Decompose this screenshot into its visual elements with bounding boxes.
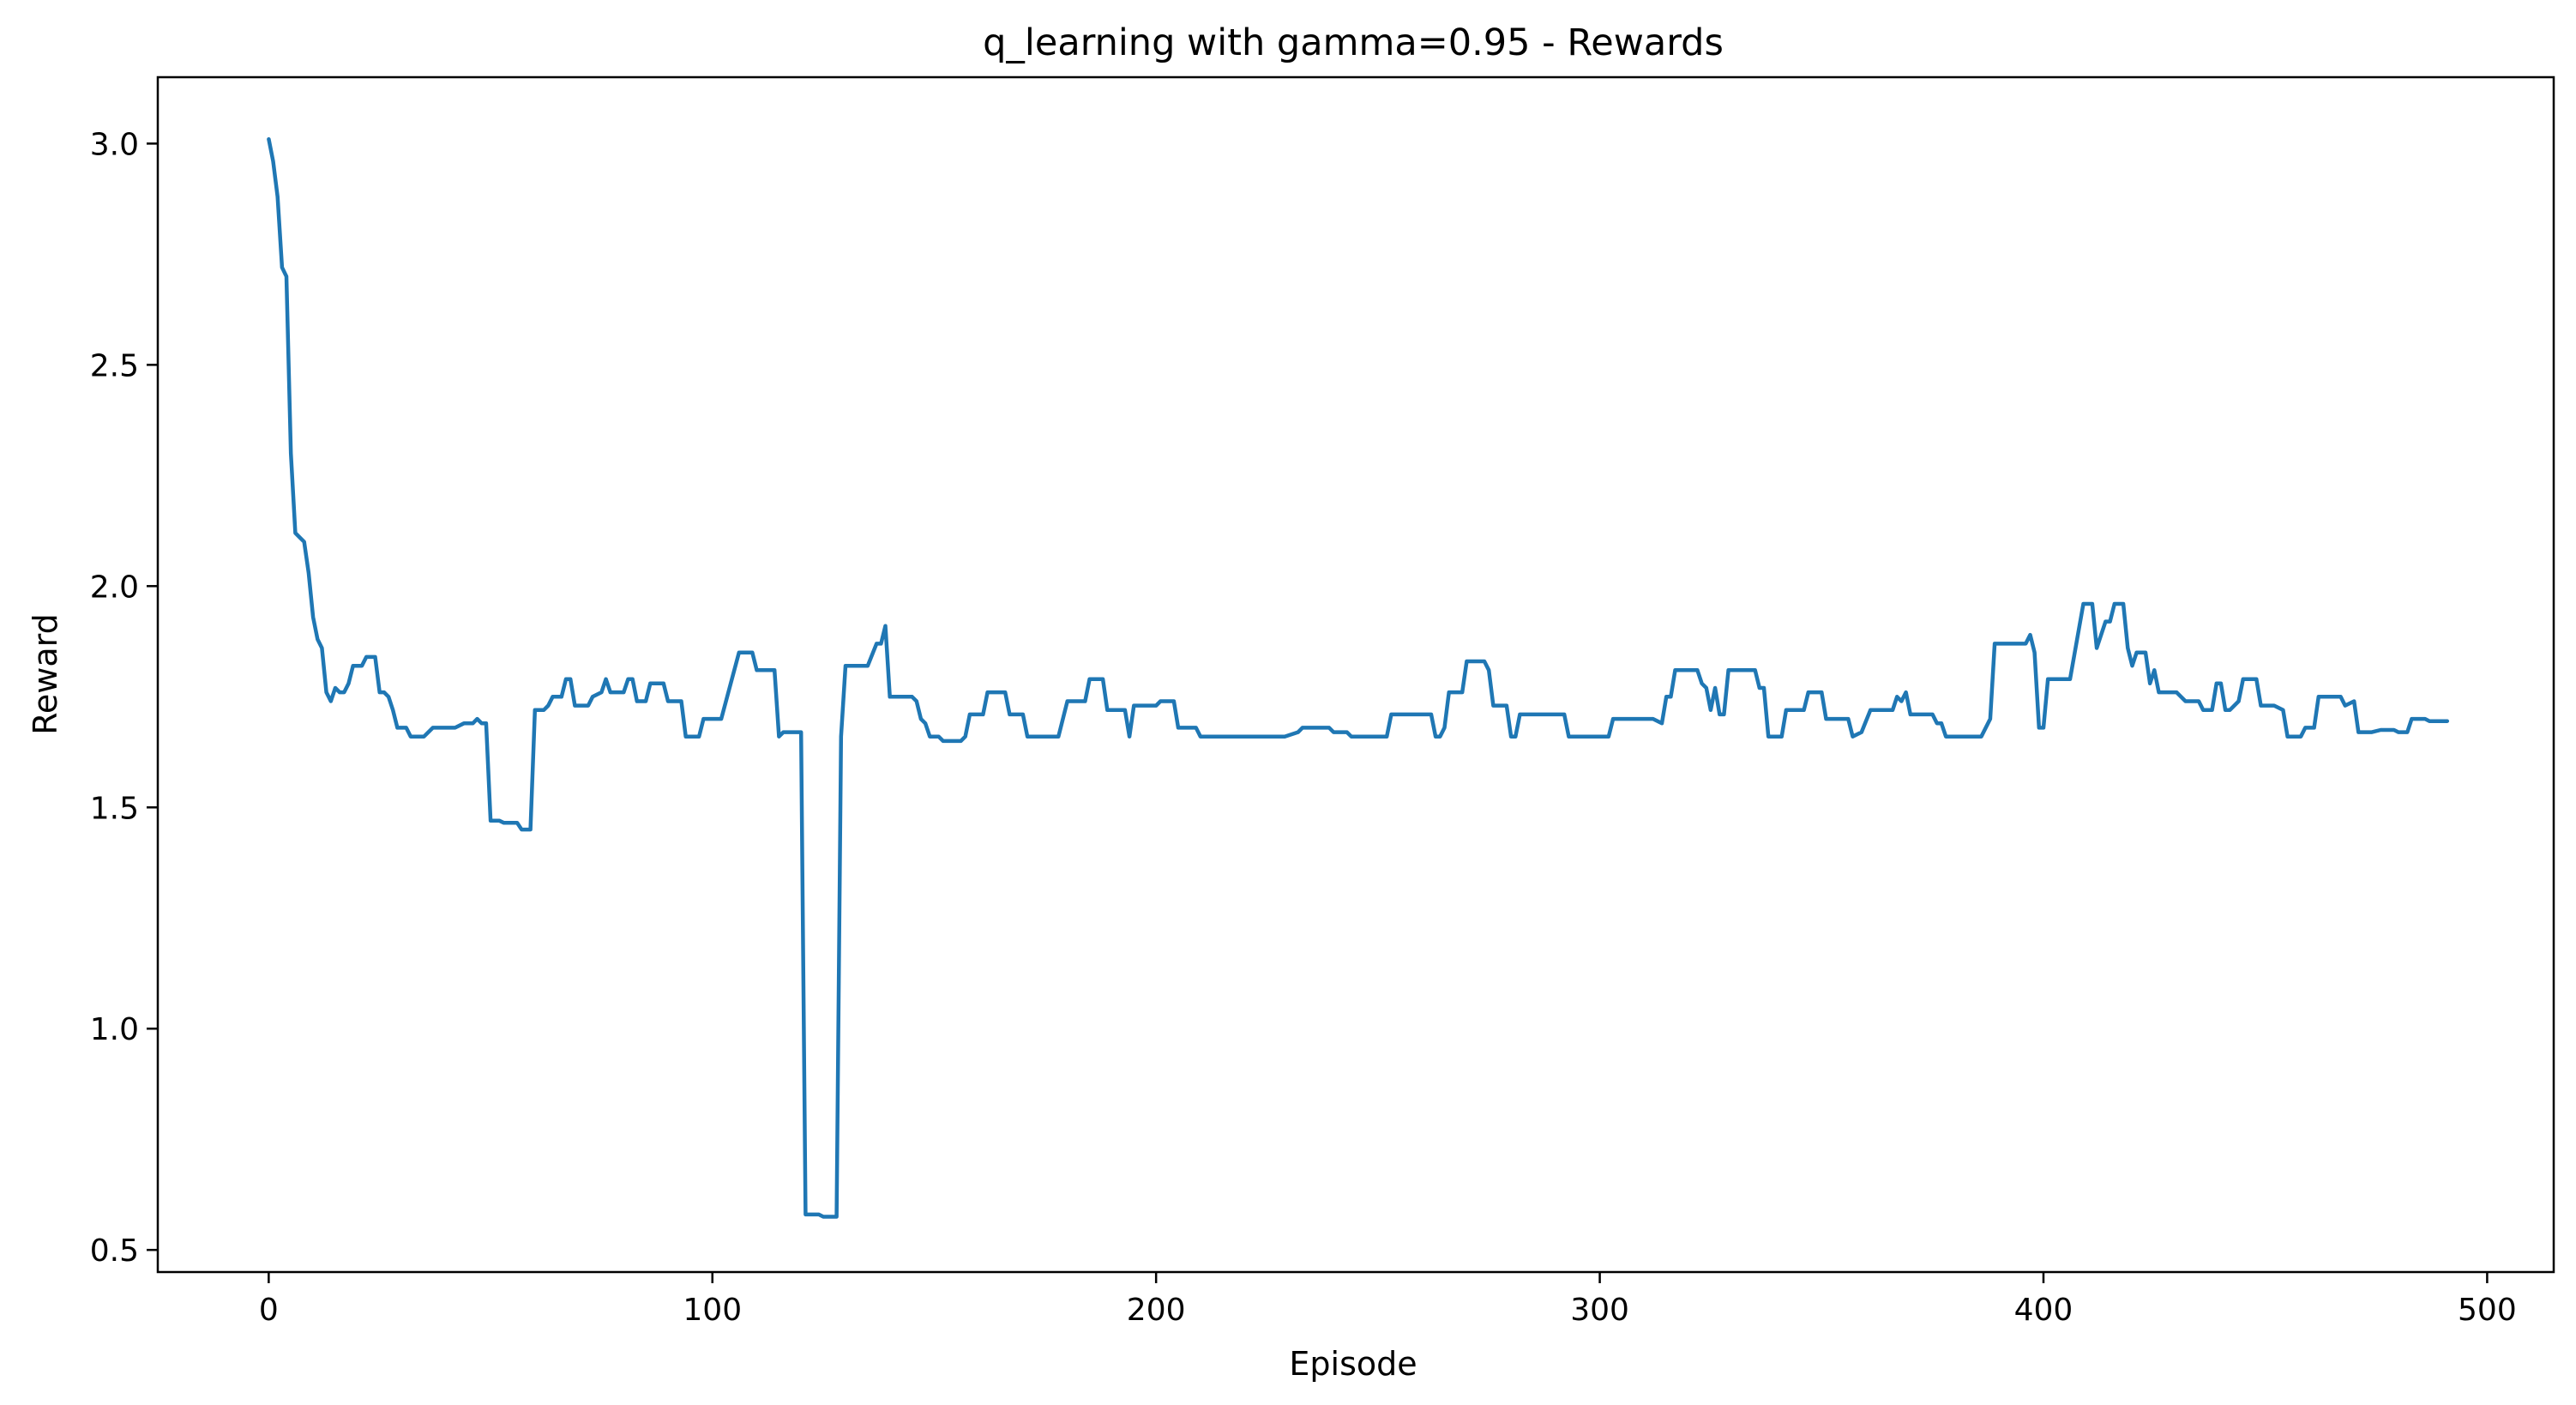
x-tick-label: 100	[683, 1293, 742, 1328]
y-tick-label: 2.5	[90, 348, 139, 383]
x-tick-label: 500	[2458, 1293, 2517, 1328]
y-axis: 0.5 1.0 1.5 2.0 2.5 3.0	[90, 127, 158, 1269]
x-tick-label: 200	[1127, 1293, 1186, 1328]
reward-series-line	[267, 136, 2450, 1219]
x-tick-label: 400	[2014, 1293, 2073, 1328]
y-tick-label: 1.0	[90, 1012, 139, 1047]
plot-frame	[156, 75, 2555, 1274]
y-axis-label: Reward	[27, 613, 64, 735]
x-axis: 0 100 200 300 400 500	[259, 1272, 2517, 1328]
x-tick-label: 0	[259, 1293, 279, 1328]
y-tick-label: 2.0	[90, 570, 139, 605]
y-tick-label: 0.5	[90, 1233, 139, 1269]
y-tick-label: 1.5	[90, 791, 139, 826]
x-tick-label: 300	[1570, 1293, 1629, 1328]
y-tick-label: 3.0	[90, 127, 139, 162]
x-axis-label: Episode	[1289, 1345, 1417, 1383]
chart-title: q_learning with gamma=0.95 - Rewards	[983, 21, 1724, 64]
